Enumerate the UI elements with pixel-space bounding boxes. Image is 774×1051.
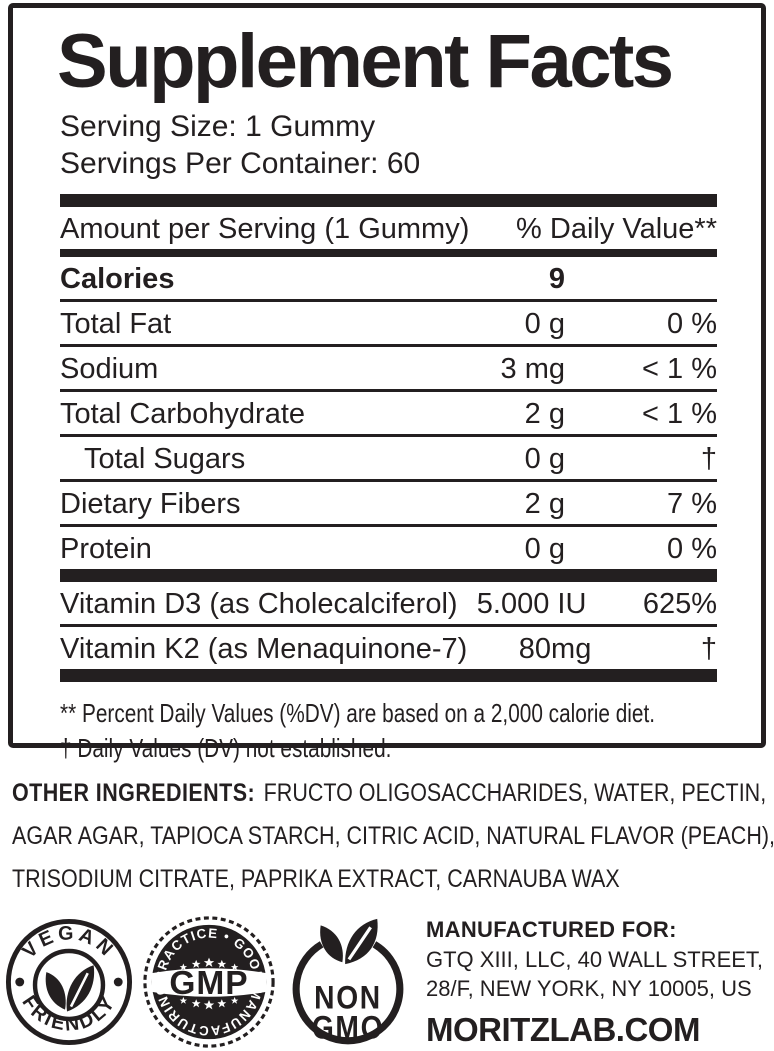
nutrient-name: Vitamin K2 (as Menaquinone-7) xyxy=(60,633,468,666)
table-row-vitamin-d3: Vitamin D3 (as Cholecalciferol) 5.000 IU… xyxy=(60,582,717,628)
nutrient-amount: 9 xyxy=(548,263,565,296)
nutrient-dv: † xyxy=(700,633,717,666)
servings-per-container: Servings Per Container: 60 xyxy=(60,147,421,181)
amount-header: Amount per Serving (1 Gummy) xyxy=(60,213,470,246)
other-ingredients-text: FRUCTO OLIGOSACCHARIDES, WATER, PECTIN, xyxy=(263,779,767,807)
gmp-center-text: GMP xyxy=(169,965,248,1002)
nutrient-amount: 0 g xyxy=(524,443,565,476)
nutrient-amount: 3 mg xyxy=(500,353,565,386)
nutrient-name: Sodium xyxy=(60,353,159,386)
nutrient-dv: < 1 % xyxy=(642,353,717,386)
svg-text:VEGAN: VEGAN xyxy=(18,922,120,962)
footnote-percent-dv: ** Percent Daily Values (%DV) are based … xyxy=(60,698,656,729)
supplement-facts-panel: Supplement Facts Serving Size: 1 Gummy S… xyxy=(8,3,766,763)
nutrient-dv: 0 % xyxy=(667,533,717,566)
nutrient-amount: 2 g xyxy=(524,398,565,431)
nutrient-name: Vitamin D3 (as Cholecalciferol) xyxy=(60,588,458,621)
table-row-total-fat: Total Fat 0 g 0 % xyxy=(60,302,717,348)
daily-value-header: % Daily Value** xyxy=(516,213,717,246)
divider-thick xyxy=(60,669,717,683)
footnote-dagger: † Daily Values (DV) not established. xyxy=(60,733,392,764)
table-header-row: Amount per Serving (1 Gummy) % Daily Val… xyxy=(60,207,717,249)
divider-thick xyxy=(60,194,717,208)
serving-size: Serving Size: 1 Gummy xyxy=(60,110,376,144)
nutrient-name: Total Sugars xyxy=(84,443,246,476)
nutrient-name: Total Fat xyxy=(60,308,172,341)
non-gmo-badge: NON GMO xyxy=(292,918,404,1046)
table-row-calories: Calories 9 xyxy=(60,257,717,303)
non-gmo-line1: NON xyxy=(314,981,382,1016)
nutrient-dv: † xyxy=(700,443,717,476)
badge-band xyxy=(151,968,267,997)
other-ingredients-line: OTHER INGREDIENTS: FRUCTO OLIGOSACCHARIDE… xyxy=(12,772,766,815)
nutrient-dv: < 1 % xyxy=(642,398,717,431)
badge-dashed-ring xyxy=(143,916,275,1048)
divider-medium xyxy=(60,249,717,258)
nutrient-amount: 5.000 IU xyxy=(476,588,587,621)
table-row-dietary-fibers: Dietary Fibers 2 g 7 % xyxy=(60,482,717,528)
nutrient-name: Protein xyxy=(60,533,152,566)
nutrient-amount: 0 g xyxy=(524,308,565,341)
nutrient-amount: 2 g xyxy=(524,488,565,521)
nutrient-amount: 80mg xyxy=(518,633,592,666)
other-ingredients: OTHER INGREDIENTS: FRUCTO OLIGOSACCHARIDE… xyxy=(12,772,774,901)
leaf-icon xyxy=(45,965,95,1012)
leaf-icon xyxy=(320,918,378,965)
manufacturer-block: MANUFACTURED FOR: GTQ XIII, LLC, 40 WALL… xyxy=(426,915,763,1049)
nutrient-name: Total Carbohydrate xyxy=(60,398,306,431)
vegan-friendly-badge: VEGAN FRIENDLY xyxy=(5,918,133,1046)
dot-icon xyxy=(113,977,123,987)
other-ingredients-label: OTHER INGREDIENTS: xyxy=(12,779,256,807)
nutrient-dv: 7 % xyxy=(667,488,717,521)
manufacturer-address-line: GTQ XIII, LLC, 40 WALL STREET, xyxy=(426,947,764,972)
table-row-total-sugars: Total Sugars 0 g † xyxy=(60,437,717,483)
nutrient-dv: 0 % xyxy=(667,308,717,341)
nutrient-dv: 625% xyxy=(642,588,717,621)
nutrient-name: Dietary Fibers xyxy=(60,488,241,521)
non-gmo-line2: GMO xyxy=(312,1011,384,1046)
footer: VEGAN FRIENDLY PRACTICE • GOOD MANUFACTU… xyxy=(0,913,774,1051)
manufacturer-address-line: 28/F, NEW YORK, NY 10005, US xyxy=(426,976,752,1001)
nutrient-name: Calories xyxy=(60,263,175,296)
manufactured-for-label: MANUFACTURED FOR: xyxy=(426,917,677,942)
table-row-vitamin-k2: Vitamin K2 (as Menaquinone-7) 80mg † xyxy=(60,627,717,669)
footnotes: ** Percent Daily Values (%DV) are based … xyxy=(60,696,717,766)
table-row-protein: Protein 0 g 0 % xyxy=(60,527,717,569)
table-row-sodium: Sodium 3 mg < 1 % xyxy=(60,347,717,393)
other-ingredients-line: AGAR AGAR, TAPIOCA STARCH, CITRIC ACID, … xyxy=(12,822,774,850)
manufacturer-website: MORITZLAB.COM xyxy=(426,1011,700,1048)
divider-thick xyxy=(60,569,717,583)
table-row-total-carbohydrate: Total Carbohydrate 2 g < 1 % xyxy=(60,392,717,438)
badge-inner-ring xyxy=(32,948,106,1022)
dot-icon xyxy=(15,977,25,987)
vegan-arc-text: VEGAN xyxy=(18,922,116,962)
other-ingredients-line: TRISODIUM CITRATE, PAPRIKA EXTRACT, CARN… xyxy=(12,865,620,893)
panel-title: Supplement Facts xyxy=(57,19,674,104)
nutrient-amount: 0 g xyxy=(524,533,565,566)
